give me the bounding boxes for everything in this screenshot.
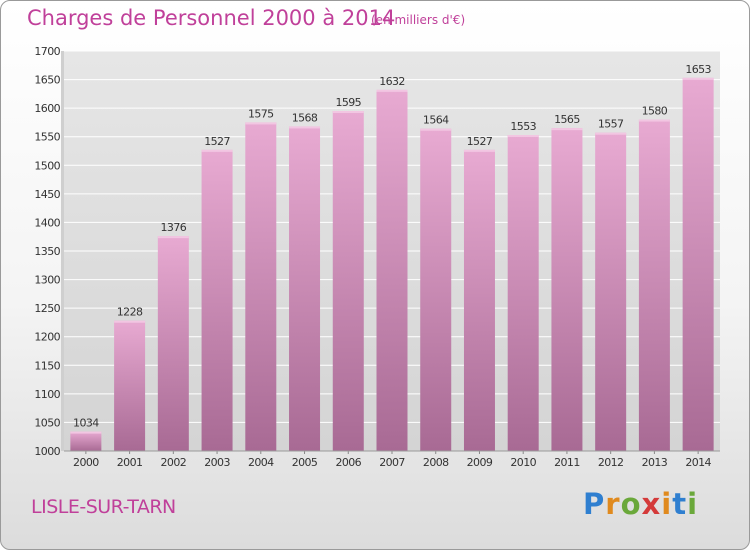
- x-tick-label-2000: 2000: [73, 456, 99, 469]
- y-tick-label: 1050: [34, 416, 60, 429]
- bar-2004: [245, 122, 277, 451]
- y-tick-label: 1400: [34, 216, 60, 229]
- bar-2013: [638, 119, 670, 452]
- x-tick-label-2014: 2014: [685, 456, 711, 469]
- x-tick-label-2009: 2009: [467, 456, 493, 469]
- y-tick-label: 1350: [34, 245, 60, 258]
- data-label-2006: 1595: [335, 96, 361, 109]
- x-tick-label-2011: 2011: [554, 456, 580, 469]
- logo-letter: x: [641, 487, 662, 521]
- city-name: LISLE-SUR-TARN: [31, 496, 176, 518]
- data-label-2014: 1653: [685, 63, 711, 76]
- bar-2003: [201, 149, 233, 451]
- y-tick-label: 1000: [34, 445, 60, 458]
- data-labels: 1034 1228 1376 1527 1575 1568 1595 1632 1564 1527…: [73, 63, 712, 430]
- data-label-2012: 1557: [598, 118, 624, 131]
- bar-2011: [551, 128, 583, 451]
- bars: [70, 77, 714, 452]
- x-axis-ticks: 2000 2001 2002 2003 2004 2005 2006 2007 2008 2009…: [64, 450, 720, 469]
- x-tick-label-2013: 2013: [642, 456, 668, 469]
- bar-2005: [289, 126, 321, 451]
- x-tick-label-2003: 2003: [204, 456, 230, 469]
- y-tick-label: 1550: [34, 131, 60, 144]
- data-label-2007: 1632: [379, 75, 405, 88]
- y-tick-label: 1700: [34, 45, 60, 58]
- plot-edge: [61, 51, 64, 451]
- bar-top-highlight: [595, 132, 627, 135]
- y-tick-label: 1600: [34, 102, 60, 115]
- x-tick-label-2010: 2010: [510, 456, 536, 469]
- bar-2010: [507, 135, 539, 451]
- x-tick-label-2007: 2007: [379, 456, 405, 469]
- data-label-2003: 1527: [204, 135, 230, 148]
- bar-top-highlight: [114, 320, 146, 323]
- bar-top-highlight: [376, 89, 408, 92]
- y-tick-label: 1650: [34, 74, 60, 87]
- logo-letter: o: [620, 487, 642, 521]
- data-label-2011: 1565: [554, 113, 580, 126]
- data-label-2013: 1580: [642, 105, 668, 118]
- bar-2007: [376, 89, 408, 451]
- bar-top-highlight: [420, 128, 452, 131]
- bar-top-highlight: [245, 122, 277, 125]
- bar-top-highlight: [551, 128, 583, 131]
- logo-letter: i: [687, 487, 699, 521]
- logo-letter: r: [605, 487, 621, 521]
- x-tick-label-2002: 2002: [161, 456, 187, 469]
- bar-2014: [682, 77, 714, 451]
- bar-2000: [70, 431, 102, 451]
- x-tick-label-2004: 2004: [248, 456, 274, 469]
- data-label-2010: 1553: [510, 120, 536, 133]
- y-tick-label: 1250: [34, 302, 60, 315]
- data-label-2008: 1564: [423, 114, 449, 127]
- y-axis-ticks: 1000 1050 1100 1150 1200 1250 1300 1350 1400 1450…: [34, 45, 61, 458]
- data-label-2001: 1228: [117, 306, 143, 319]
- bar-top-highlight: [201, 149, 233, 152]
- bar-2002: [157, 236, 189, 451]
- bar-top-highlight: [463, 149, 495, 152]
- x-tick-label-2001: 2001: [117, 456, 143, 469]
- logo-letter: t: [672, 487, 688, 521]
- logo-letter: i: [661, 487, 673, 521]
- bar-top-highlight: [332, 111, 364, 113]
- data-label-2000: 1034: [73, 417, 99, 430]
- bar-2001: [114, 320, 146, 451]
- y-tick-label: 1450: [34, 188, 60, 201]
- bar-top-highlight: [157, 236, 189, 239]
- data-label-2009: 1527: [467, 135, 493, 148]
- y-tick-label: 1500: [34, 159, 60, 172]
- bar-top-highlight: [289, 126, 321, 129]
- bar-2009: [463, 149, 495, 451]
- data-label-2004: 1575: [248, 107, 274, 120]
- bar-2008: [420, 128, 452, 451]
- y-tick-label: 1300: [34, 274, 60, 287]
- x-tick-label-2008: 2008: [423, 456, 449, 469]
- y-tick-label: 1100: [34, 388, 60, 401]
- bar-top-highlight: [507, 135, 539, 137]
- x-tick-label-2012: 2012: [598, 456, 624, 469]
- logo-letter: P: [583, 487, 606, 521]
- data-label-2005: 1568: [292, 111, 318, 124]
- bar-2012: [595, 132, 627, 451]
- bar-2006: [332, 111, 364, 451]
- proxiti-logo[interactable]: Proxiti: [583, 487, 698, 521]
- y-tick-label: 1150: [34, 359, 60, 372]
- bar-top-highlight: [70, 431, 102, 434]
- x-tick-label-2006: 2006: [335, 456, 361, 469]
- x-tick-label-2005: 2005: [292, 456, 318, 469]
- bar-top-highlight: [638, 119, 670, 122]
- chart-unit: (en milliers d'€): [371, 13, 466, 27]
- chart-title: Charges de Personnel 2000 à 2014: [27, 6, 396, 30]
- y-tick-label: 1200: [34, 331, 60, 344]
- bar-top-highlight: [682, 77, 714, 80]
- data-label-2002: 1376: [161, 221, 187, 234]
